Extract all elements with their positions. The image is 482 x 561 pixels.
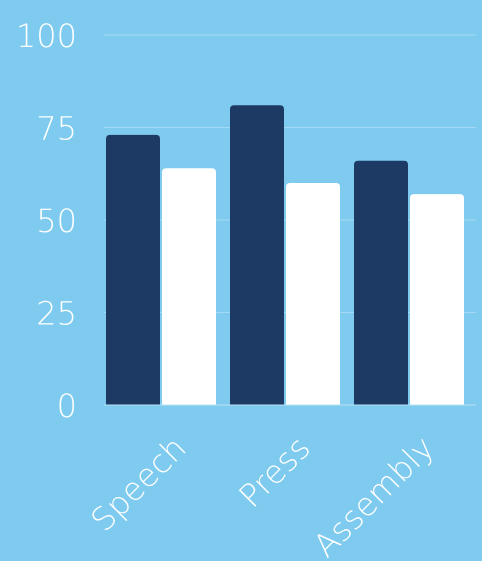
x-tick-label-speech: Speech	[83, 429, 193, 539]
x-tick-label-press: Press	[231, 429, 317, 515]
y-tick-label-100: 100	[16, 17, 77, 55]
bar-press-series-2	[286, 183, 340, 405]
y-tick-label-50: 50	[36, 202, 77, 240]
bar-assembly-series-2	[410, 194, 464, 405]
y-tick-label-75: 75	[36, 110, 77, 148]
y-tick-label-25: 25	[36, 295, 77, 333]
bar-speech-series-1	[106, 134, 160, 405]
bar-press-series-1	[230, 105, 284, 406]
bar-assembly-series-1	[354, 160, 408, 405]
y-tick-label-0: 0	[57, 387, 77, 425]
y-tick-labels: 0 25 50 75 100	[16, 17, 77, 425]
bars	[106, 105, 464, 406]
bar-speech-series-2	[162, 168, 216, 405]
x-tick-label-assembly: Assembly	[306, 429, 442, 561]
